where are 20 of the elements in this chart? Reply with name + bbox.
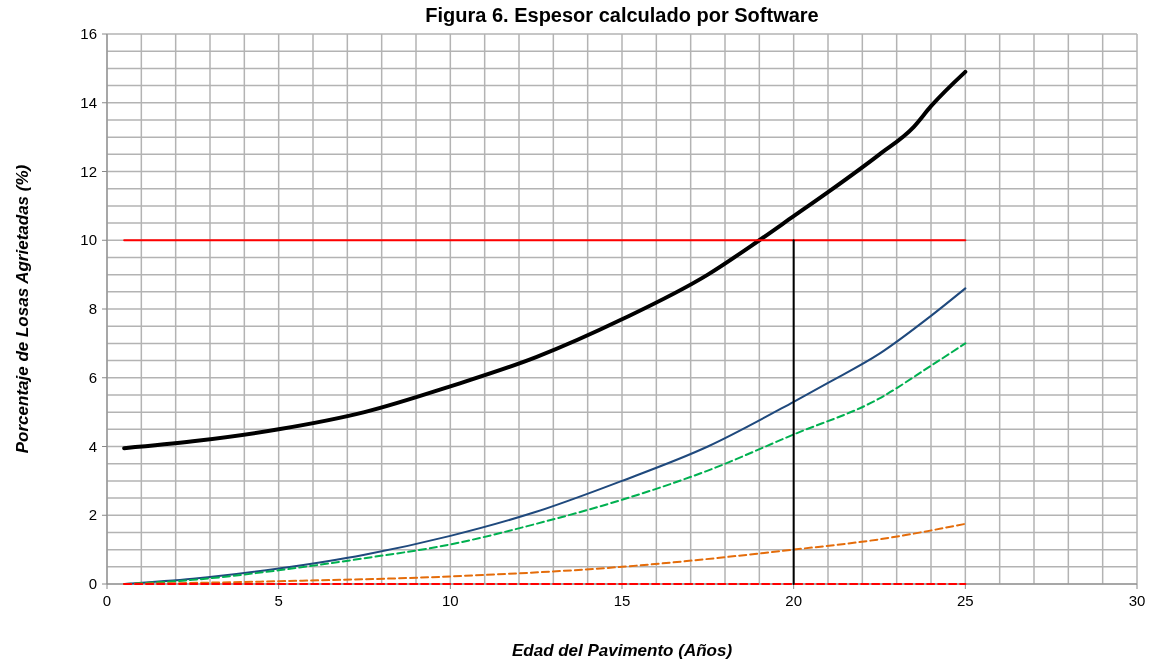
x-tick-label: 20 (785, 592, 803, 609)
x-tick-label: 5 (274, 592, 283, 609)
y-tick-label: 16 (80, 25, 97, 42)
y-tick-label: 2 (88, 506, 97, 524)
x-tick-label: 0 (102, 592, 112, 609)
x-tick-label: 10 (441, 592, 459, 609)
y-tick-label: 12 (80, 162, 97, 180)
y-tick-label: 4 (88, 437, 97, 455)
x-tick-label: 25 (956, 592, 974, 609)
y-tick-label: 10 (80, 231, 97, 249)
y-tick-label: 14 (80, 93, 97, 111)
chart-title: Figura 6. Espesor calculado por Software (425, 4, 819, 26)
y-tick-label: 8 (88, 300, 97, 317)
line-series (122, 69, 968, 451)
x-tick-label: 30 (1128, 592, 1146, 609)
y-axis-title: Porcentaje de Losas Agrietadas (%) (13, 164, 32, 454)
x-tick-label: 15 (613, 592, 631, 609)
y-tick-label: 0 (88, 575, 97, 592)
y-tick-label: 6 (88, 368, 97, 386)
x-axis-title: Edad del Pavimento (Años) (511, 641, 733, 660)
